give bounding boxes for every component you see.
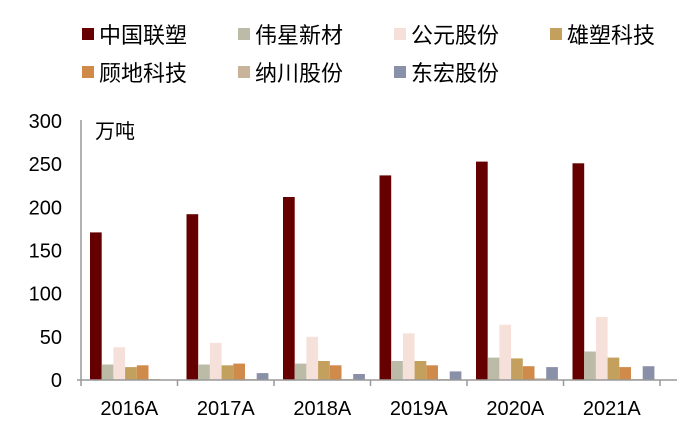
legend-label: 东宏股份 (411, 62, 500, 87)
bar (294, 363, 307, 380)
legend-item-nachuan-gufen: 纳川股份 (238, 56, 343, 88)
legend-label: 伟星新材 (255, 24, 344, 49)
bar-series-group (90, 161, 655, 380)
bar (90, 232, 102, 380)
legend-label: 纳川股份 (255, 62, 344, 87)
y-tick-label: 50 (40, 327, 62, 349)
x-tick-label: 2016A (100, 398, 158, 420)
bar (391, 361, 403, 380)
legend-label: 雄塑科技 (567, 24, 656, 49)
y-tick-label: 100 (29, 284, 62, 306)
bar (329, 365, 342, 380)
bar (318, 361, 330, 380)
bar (306, 336, 319, 380)
bar (256, 373, 269, 380)
bar (186, 214, 199, 380)
legend-label: 公元股份 (411, 24, 500, 49)
bar (511, 358, 523, 380)
bar (379, 175, 392, 380)
x-tick-label: 2021A (583, 398, 641, 420)
bar (476, 161, 488, 380)
bar (233, 363, 245, 380)
unit-label: 万吨 (95, 119, 135, 143)
bar (402, 333, 415, 380)
bar (487, 357, 500, 380)
legend-label: 顾地科技 (99, 62, 188, 87)
bar (113, 347, 126, 380)
legend-item-zhongguo-liansu: 中国联塑 (82, 18, 187, 50)
legend-swatch (394, 66, 406, 78)
x-tick-label: 2020A (486, 398, 544, 420)
bar (534, 378, 547, 380)
legend-swatch (238, 66, 250, 78)
bar (522, 366, 535, 380)
x-axis-labels: 2016A 2017A 2018A 2019A 2020A 2021A (100, 398, 641, 420)
x-axis-ticks (80, 380, 661, 386)
bar (283, 197, 295, 380)
y-tick-label: 150 (29, 241, 62, 263)
legend-item-weixing-xincai: 伟星新材 (238, 18, 343, 50)
legend-label: 中国联塑 (99, 24, 188, 49)
bar (353, 374, 365, 380)
legend-item-gongyuan-gufen: 公元股份 (394, 18, 499, 50)
bar (499, 324, 512, 380)
y-tick-label: 300 (29, 111, 62, 133)
x-tick-label: 2017A (197, 398, 255, 420)
bar (125, 367, 137, 380)
y-tick-label: 250 (29, 154, 62, 176)
bar (221, 365, 234, 380)
y-axis-labels: 0 50 100 150 200 250 300 (29, 111, 62, 392)
x-tick-label: 2018A (293, 398, 351, 420)
legend-swatch (394, 28, 406, 40)
chart-legend: 中国联塑 伟星新材 公元股份 雄塑科技 顾地科技 纳川股份 东宏股份 (0, 0, 700, 100)
bar (572, 163, 585, 380)
legend-swatch (238, 28, 250, 40)
legend-swatch (550, 28, 562, 40)
y-tick-label: 200 (29, 197, 62, 219)
bar (584, 351, 596, 380)
bar (136, 365, 149, 380)
bar (546, 367, 558, 380)
legend-item-xiongsu-keji: 雄塑科技 (550, 18, 655, 50)
y-tick-label: 0 (51, 370, 62, 392)
bar (619, 367, 631, 380)
legend-item-donghong-gufen: 东宏股份 (394, 56, 499, 88)
bar (449, 371, 462, 380)
x-tick-label: 2019A (390, 398, 448, 420)
bar (607, 357, 620, 380)
bar (642, 366, 655, 380)
bar (101, 364, 114, 380)
legend-swatch (82, 66, 94, 78)
bar (426, 365, 438, 380)
bar (414, 361, 427, 380)
bar (209, 342, 222, 380)
legend-swatch (82, 28, 94, 40)
legend-item-gudi-keji: 顾地科技 (82, 56, 187, 88)
bar (595, 317, 608, 380)
bar (198, 364, 210, 380)
